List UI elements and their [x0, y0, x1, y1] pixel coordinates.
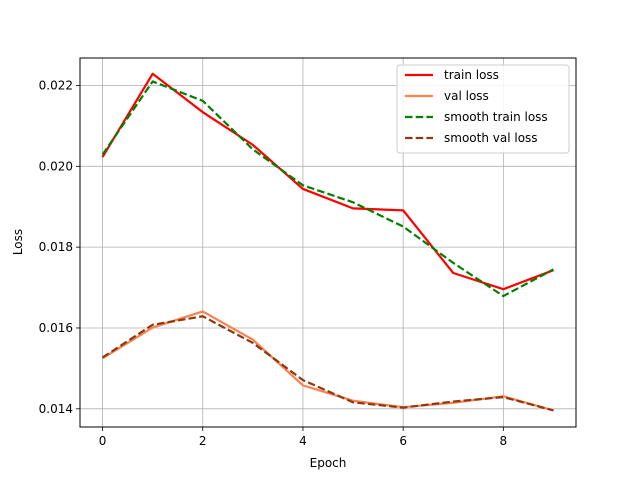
- y-tick-label: 0.018: [39, 240, 73, 254]
- y-tick-label: 0.020: [39, 159, 73, 173]
- x-tick-label: 0: [99, 434, 107, 448]
- legend-label: val loss: [444, 89, 489, 103]
- legend: train loss val loss smooth train loss smoot…: [396, 64, 570, 154]
- x-axis-ticks: 0 2 4 6 8: [99, 427, 507, 448]
- series-lines: [101, 72, 554, 412]
- series-line-train-loss: [101, 72, 554, 291]
- x-tick-label: 2: [199, 434, 207, 448]
- plot-frame: [79, 57, 577, 428]
- x-tick-label: 8: [500, 434, 508, 448]
- y-axis-label: Loss: [11, 229, 25, 255]
- x-axis-label: Epoch: [310, 456, 347, 470]
- y-tick-label: 0.022: [39, 78, 73, 92]
- x-tick-label: 6: [399, 434, 407, 448]
- series-line-smooth-train-loss: [101, 80, 554, 298]
- legend-label: smooth train loss: [444, 110, 548, 124]
- y-tick-label: 0.016: [39, 321, 73, 335]
- y-tick-label: 0.014: [39, 402, 73, 416]
- x-tick-label: 4: [299, 434, 307, 448]
- legend-box: [396, 64, 570, 154]
- legend-label: train loss: [444, 68, 499, 82]
- legend-label: smooth val loss: [444, 131, 538, 145]
- y-axis-ticks: 0.014 0.016 0.018 0.020 0.022: [39, 78, 80, 416]
- series-line-smooth-val-loss: [101, 315, 554, 412]
